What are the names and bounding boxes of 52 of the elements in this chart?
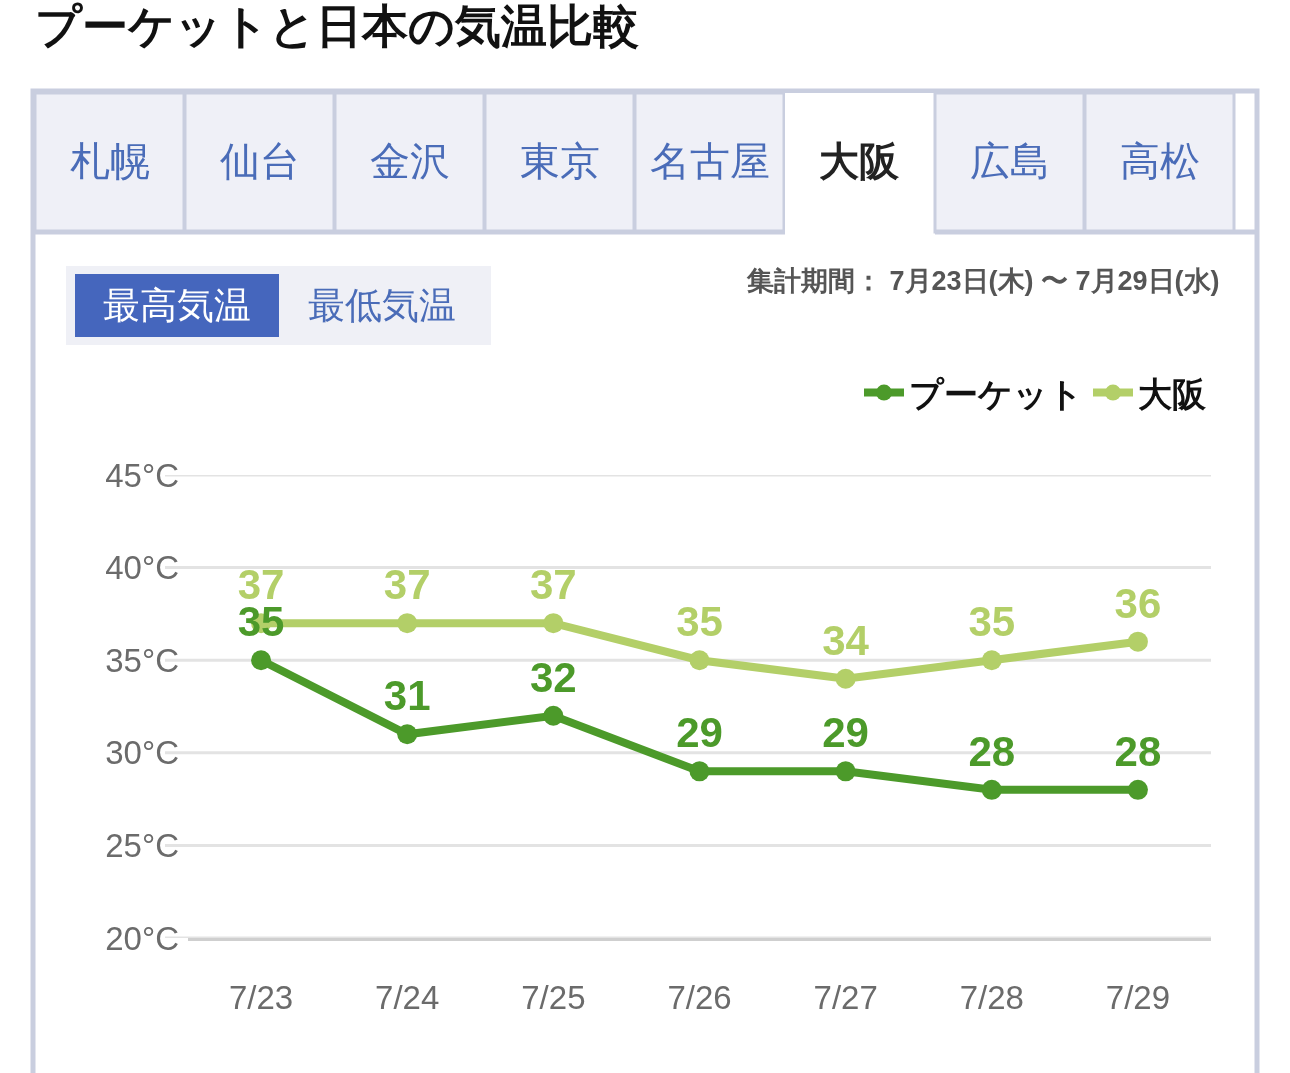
point	[397, 613, 418, 634]
data-label: 29	[676, 709, 723, 757]
text: 札幌	[70, 139, 150, 184]
text: 最高気温	[103, 285, 251, 326]
text: 金沢	[370, 139, 450, 184]
text: 最低気温	[308, 285, 456, 326]
data-label: 34	[822, 616, 870, 664]
text: 仙台	[220, 139, 300, 184]
y-tick-label: 35°C	[105, 641, 179, 679]
text: 集計期間： 7月23日(木) 〜 7月29日(水)	[746, 266, 1220, 296]
legend-label: プーケット	[909, 374, 1083, 413]
y-tick-label: 30°C	[105, 734, 179, 772]
text: 名古屋	[650, 139, 770, 184]
point	[689, 650, 710, 671]
x-tick-label: 7/29	[1105, 978, 1171, 1016]
point	[251, 650, 272, 671]
data-label: 36	[1114, 579, 1162, 627]
data-label: 35	[968, 598, 1016, 646]
y-tick-label: 45°C	[105, 456, 179, 494]
x-tick-label: 7/25	[521, 978, 586, 1016]
point	[543, 705, 564, 726]
point	[835, 668, 856, 689]
x-tick-label: 7/27	[813, 978, 878, 1016]
text: 広島	[970, 139, 1050, 184]
point	[397, 724, 418, 745]
data-label: 32	[530, 653, 577, 701]
point	[1127, 779, 1148, 800]
text: 高松	[1120, 139, 1200, 184]
data-label: 28	[1114, 727, 1162, 775]
data-label: 28	[968, 727, 1016, 775]
x-tick-label: 7/28	[959, 978, 1024, 1016]
point	[1127, 631, 1148, 652]
x-tick-label: 7/24	[375, 978, 440, 1016]
chart-title: プーケットと日本の気温比較	[35, 0, 639, 53]
point	[543, 613, 564, 634]
legend-label: 大阪	[1138, 374, 1207, 413]
y-tick-label: 25°C	[105, 826, 179, 864]
data-label: 31	[383, 672, 431, 720]
text: 東京	[520, 139, 600, 184]
y-tick-label: 40°C	[105, 549, 179, 587]
data-label: 37	[383, 561, 431, 609]
point	[835, 761, 856, 782]
x-tick-label: 7/26	[667, 978, 732, 1016]
text: 大阪	[819, 139, 900, 184]
data-label: 35	[676, 598, 723, 646]
y-tick-label: 20°C	[105, 919, 179, 957]
data-label: 29	[822, 709, 869, 757]
point	[689, 761, 710, 782]
x-tick-label: 7/23	[228, 978, 294, 1016]
data-label: 37	[530, 561, 577, 609]
point	[981, 779, 1002, 800]
point	[981, 650, 1002, 671]
